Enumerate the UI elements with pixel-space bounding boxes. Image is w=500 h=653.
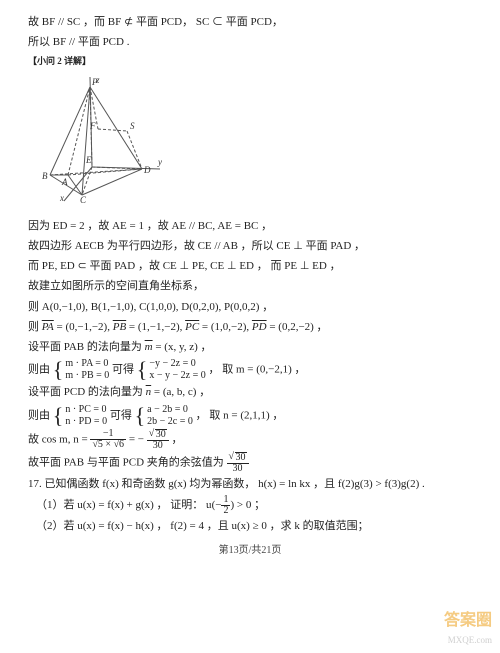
line-13-mid: 可得 xyxy=(110,409,135,421)
line-12-pre: 设平面 PCD 的法向量为 xyxy=(28,386,146,398)
brace-11a-row2: m · PB = 0 xyxy=(65,370,109,382)
line-14: 故 cos m, n = −1 √5 × √6 = − 30 30 ， xyxy=(28,429,472,451)
line-10-pre: 设平面 PAB 的法向量为 xyxy=(28,341,145,353)
vec-pa-val: = (0,−1,−2), xyxy=(54,321,113,333)
svg-text:S: S xyxy=(130,121,135,131)
brace-13a-row2: n · PD = 0 xyxy=(65,416,107,428)
frac-half-den: 2 xyxy=(221,506,230,516)
sqrt-30-a: 30 xyxy=(155,429,167,440)
frac-cos-2-num: 30 xyxy=(147,429,169,441)
vec-pa: PA xyxy=(42,318,54,337)
line-10: 设平面 PAB 的法向量为 m = (x, y, z) ， xyxy=(28,338,472,357)
vec-pc: PC xyxy=(185,318,199,337)
svg-text:F: F xyxy=(89,121,96,131)
vec-pb-val: = (1,−1,−2), xyxy=(126,321,185,333)
line-14-post: ， xyxy=(171,433,182,445)
line-07: 故建立如图所示的空间直角坐标系， xyxy=(28,277,472,296)
line-13-post: ， 取 n = (2,1,1) ， xyxy=(196,409,284,421)
line-09-pre: 则 xyxy=(28,321,42,333)
brace-left-1: { xyxy=(53,359,64,381)
line-12-post: = (a, b, c) ， xyxy=(151,386,210,398)
brace-13a: { n · PC = 0 n · PD = 0 xyxy=(53,404,107,428)
line-09: 则 PA = (0,−1,−2), PB = (1,−1,−2), PC = (… xyxy=(28,318,472,337)
brace-13b: { a − 2b = 0 2b − 2c = 0 xyxy=(135,404,193,428)
brace-13b-row1: a − 2b = 0 xyxy=(147,404,193,416)
frac-cos-1: −1 √5 × √6 xyxy=(90,429,126,450)
line-15-pre: 故平面 PAB 与平面 PCD 夹角的余弦值为 xyxy=(28,456,227,468)
diagram-svg: PzBACxEDyFS xyxy=(32,73,172,203)
line-10-post: = (x, y, z) ， xyxy=(153,341,212,353)
line-02: 所以 BF // 平面 PCD . xyxy=(28,33,472,52)
brace-left-4: { xyxy=(135,405,146,427)
frac-answer: 30 30 xyxy=(227,452,249,474)
brace-11b-row2: x − y − 2z = 0 xyxy=(149,370,205,382)
watermark-logo: 答案圈 xyxy=(444,607,492,635)
svg-text:B: B xyxy=(42,171,48,181)
watermark-url: MXQE.com xyxy=(448,633,492,649)
frac-answer-den: 30 xyxy=(227,464,249,474)
line-14-eq: = − xyxy=(129,433,144,445)
page-root: 故 BF // SC ，而 BF ⊄ 平面 PCD， SC ⊂ 平面 PCD， … xyxy=(0,0,500,653)
svg-text:z: z xyxy=(95,75,100,85)
line-11: 则由 { m · PA = 0 m · PB = 0 可得 { −y − 2z … xyxy=(28,358,472,382)
line-04: 因为 ED = 2 ，故 AE = 1 ，故 AE // BC, AE = BC… xyxy=(28,217,472,236)
frac-cos-2: 30 30 xyxy=(147,429,169,451)
brace-13b-row2: 2b − 2c = 0 xyxy=(147,416,193,428)
brace-13a-row1: n · PC = 0 xyxy=(65,404,107,416)
svg-text:E: E xyxy=(85,155,92,165)
line-16: 17. 已知偶函数 f(x) 和奇函数 g(x) 均为幂函数， h(x) = l… xyxy=(28,475,472,494)
line-13: 则由 { n · PC = 0 n · PD = 0 可得 { a − 2b =… xyxy=(28,404,472,428)
brace-left-2: { xyxy=(137,359,148,381)
vec-pc-val: = (1,0,−2), xyxy=(199,321,252,333)
line-01: 故 BF // SC ，而 BF ⊄ 平面 PCD， SC ⊂ 平面 PCD， xyxy=(28,13,472,32)
svg-text:A: A xyxy=(61,177,68,187)
svg-text:D: D xyxy=(143,165,151,175)
line-15: 故平面 PAB 与平面 PCD 夹角的余弦值为 30 30 xyxy=(28,452,472,474)
brace-11b: { −y − 2z = 0 x − y − 2z = 0 xyxy=(137,358,206,382)
vec-pd-val: = (0,2,−2) ， xyxy=(267,321,328,333)
page-footer: 第13页/共21页 xyxy=(28,542,472,560)
svg-text:C: C xyxy=(80,195,87,203)
frac-half: 12 xyxy=(221,495,230,516)
vec-m: m xyxy=(145,338,153,357)
subquestion-2-header: 【小问 2 详解】 xyxy=(28,54,472,70)
vec-pb: PB xyxy=(113,318,126,337)
line-17-pre: （1）若 u(x) = f(x) + g(x) ， 证明： u xyxy=(36,499,212,511)
sqrt-30-b: 30 xyxy=(235,452,247,463)
line-11-pre: 则由 xyxy=(28,364,50,376)
brace-left-3: { xyxy=(53,405,64,427)
svg-text:x: x xyxy=(59,193,64,203)
line-11-post: ， 取 m = (0,−2,1) ， xyxy=(208,364,305,376)
line-08: 则 A(0,−1,0), B(1,−1,0), C(1,0,0), D(0,2,… xyxy=(28,298,472,317)
frac-answer-num: 30 xyxy=(227,452,249,464)
line-18: （2）若 u(x) = f(x) − h(x) ， f(2) = 4 ，且 u(… xyxy=(28,517,472,536)
line-14-pre: 故 cos m, n = xyxy=(28,433,90,445)
line-17-post: > 0 ； xyxy=(234,499,265,511)
frac-cos-2-den: 30 xyxy=(147,441,169,451)
vec-pd: PD xyxy=(252,318,267,337)
line-06: 而 PE, ED ⊂ 平面 PAD ，故 CE ⊥ PE, CE ⊥ ED ， … xyxy=(28,257,472,276)
diagram-3d-pyramid: PzBACxEDyFS xyxy=(32,73,472,210)
brace-11b-row1: −y − 2z = 0 xyxy=(149,358,205,370)
svg-text:y: y xyxy=(157,157,162,167)
brace-11a-row1: m · PA = 0 xyxy=(65,358,109,370)
line-17: （1）若 u(x) = f(x) + g(x) ， 证明： u(−12) > 0… xyxy=(28,495,472,516)
line-12: 设平面 PCD 的法向量为 n = (a, b, c) ， xyxy=(28,383,472,402)
line-11-mid: 可得 xyxy=(112,364,137,376)
line-13-pre: 则由 xyxy=(28,409,50,421)
line-05: 故四边形 AECB 为平行四边形，故 CE // AB ，所以 CE ⊥ 平面 … xyxy=(28,237,472,256)
frac-cos-1-den: √5 × √6 xyxy=(90,440,126,450)
brace-11a: { m · PA = 0 m · PB = 0 xyxy=(53,358,110,382)
